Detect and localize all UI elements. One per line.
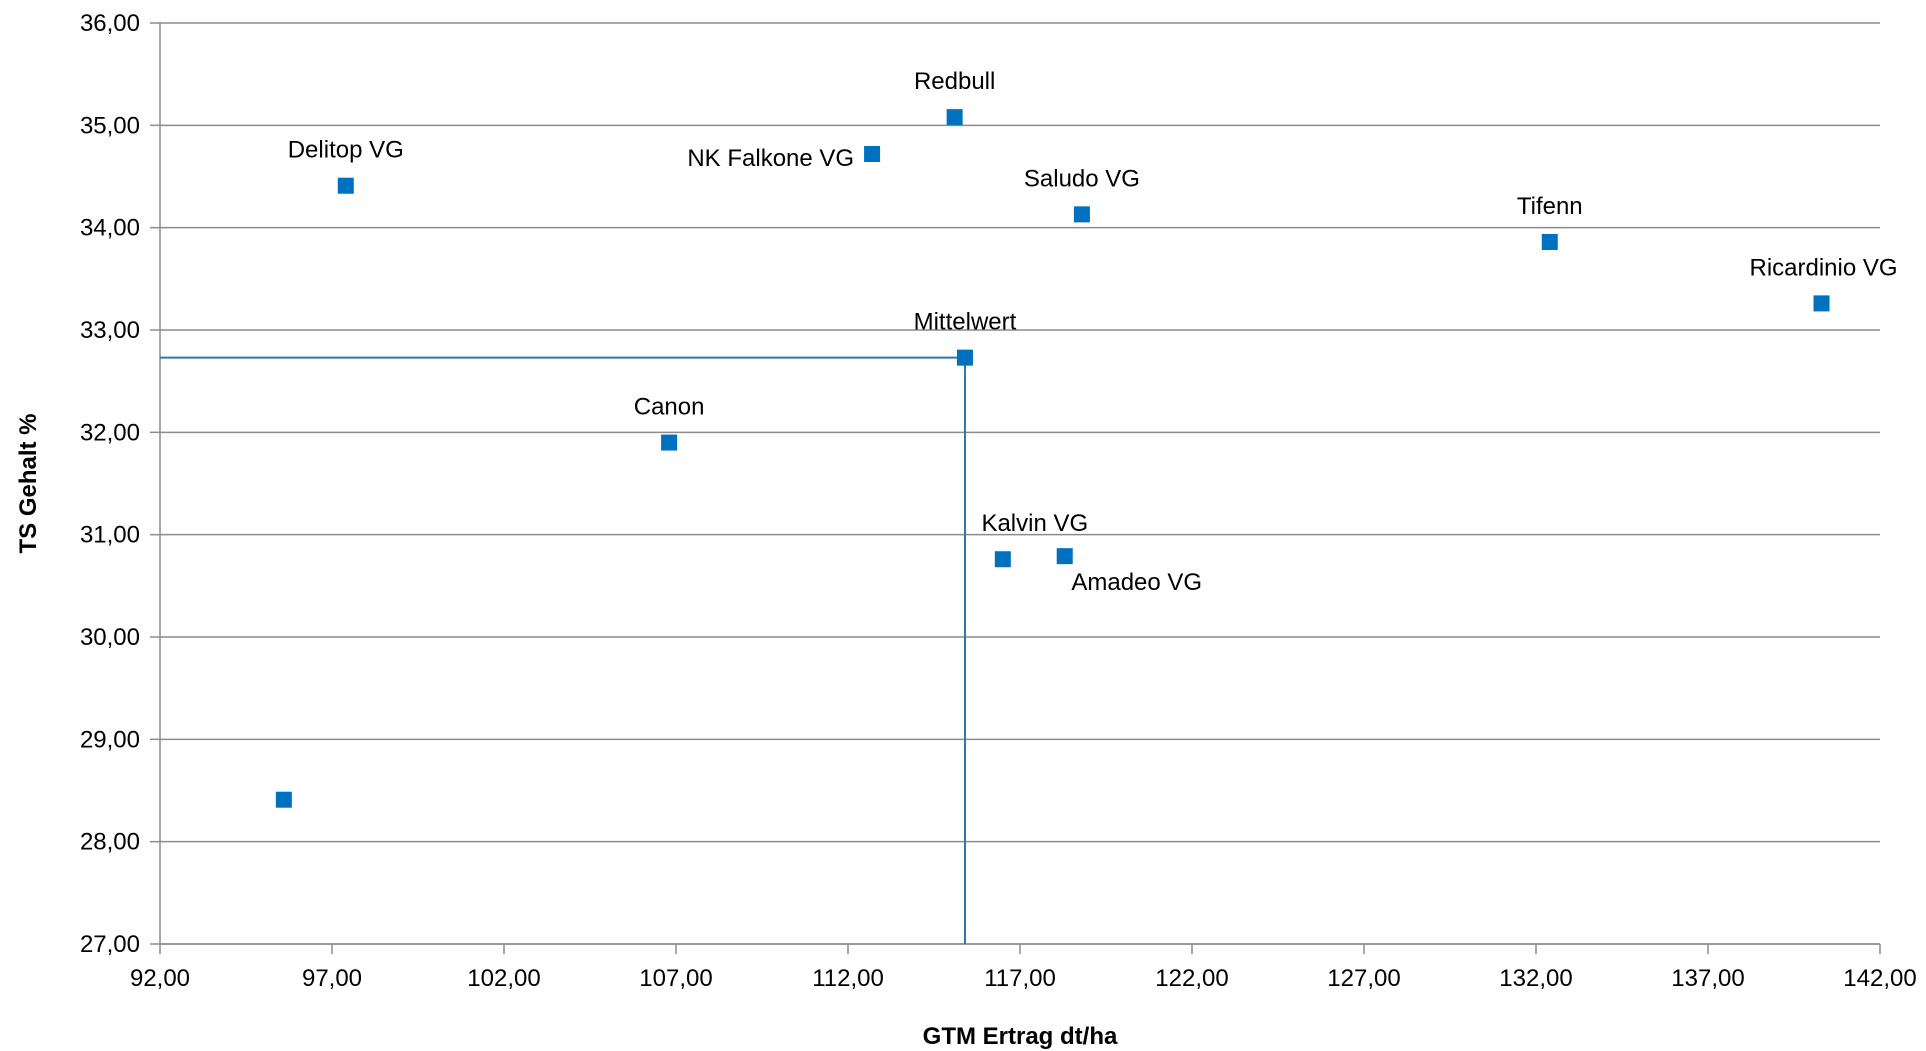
data-point-saludo-vg [1073,206,1090,223]
tick-labels: 27,00 28,00 29,00 30,00 31,00 32,00 33,00 34,00… [80,10,1917,992]
data-label-tifenn: Tifenn [1517,193,1583,220]
x-tick-label: 127,00 [1327,965,1400,992]
data-label-ricardinio-vg: Ricardinio VG [1749,254,1897,281]
x-tick-label: 122,00 [1155,965,1228,992]
gridlines [160,22,1880,945]
data-label-mittelwert: Mittelwert [914,309,1017,336]
x-tick-label: 92,00 [130,965,190,992]
data-point-redbull [946,109,963,126]
data-point-ricardinio-vg [1813,295,1830,312]
data-label-kalvin-vg: Kalvin VG [981,510,1088,537]
data-label-nk-falkone-vg: NK Falkone VG [687,145,854,172]
x-tick-label: 117,00 [984,965,1056,992]
y-tick-label: 35,00 [80,112,140,139]
data-point-mittelwert [956,349,973,366]
y-tick-label: 27,00 [80,931,140,958]
data-point-nk-falkone-vg [864,145,881,162]
x-tick-label: 107,00 [639,965,712,992]
x-tick-label: 97,00 [302,965,362,992]
y-tick-label: 28,00 [80,829,140,856]
data-point-delitop-vg [337,177,354,194]
data-label-canon: Canon [634,394,705,421]
x-tick-label: 137,00 [1671,965,1744,992]
data-point-amadeo-vg [1056,548,1073,565]
y-tick-label: 32,00 [80,419,140,446]
x-tick-label: 102,00 [467,965,540,992]
y-tick-label: 29,00 [80,726,140,753]
data-label-amadeo-vg: Amadeo VG [1071,569,1202,596]
data-point-kalvin-vg [994,551,1011,568]
y-tick-label: 30,00 [80,624,140,651]
data-label-redbull: Redbull [914,68,995,95]
data-points [275,109,1830,808]
x-axis-title: GTM Ertrag dt/ha [923,1023,1118,1050]
data-label-saludo-vg: Saludo VG [1024,165,1140,192]
data-point-unlabeled [275,791,292,808]
y-tick-label: 34,00 [80,215,140,242]
y-axis-title: TS Gehalt % [15,413,42,553]
axes [150,22,1881,954]
x-tick-label: 132,00 [1499,965,1572,992]
x-tick-label: 112,00 [812,965,884,992]
y-tick-label: 31,00 [80,522,140,549]
x-tick-label: 142,00 [1843,965,1916,992]
point-labels: Delitop VG NK Falkone VG Redbull Saludo VG T… [288,68,1898,596]
data-label-delitop-vg: Delitop VG [288,137,404,164]
mean-reference-lines [160,356,966,944]
data-point-canon [661,434,678,451]
y-tick-label: 36,00 [80,10,140,37]
data-point-tifenn [1541,233,1558,250]
y-tick-label: 33,00 [80,317,140,344]
